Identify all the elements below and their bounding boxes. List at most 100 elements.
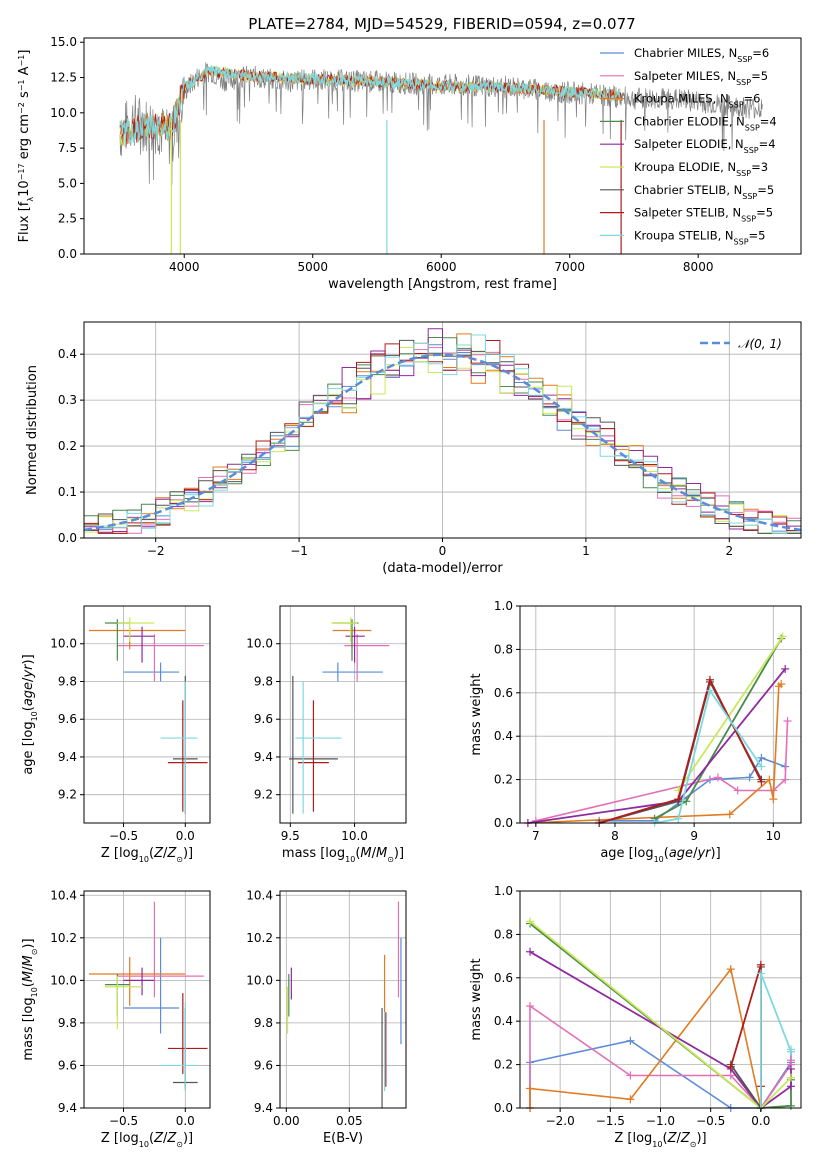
- y-tick-label: 0.0: [494, 1101, 513, 1115]
- histogram-plot-area: [84, 328, 801, 538]
- legend-label: Kroupa MILES, NSSP=6: [634, 92, 760, 110]
- y-tick-label: 0.6: [494, 971, 513, 985]
- legend-label: Chabrier ELODIE, NSSP=4: [634, 114, 777, 131]
- y-tick-label: 0.2: [58, 439, 77, 453]
- age-vs-mass-panel: 9.5 10.0 9.2 9.4 9.6 9.8 10.0 mass [log10(M/M⊙)…: [246, 605, 407, 864]
- y-tick-label: 0.4: [494, 1014, 513, 1028]
- x-tick-label: −1.0: [646, 1114, 675, 1128]
- x-tick-label: −0.5: [696, 1114, 725, 1128]
- chart-panels: 4000 5000 6000 7000 80000.02.55.07.510.012.5…: [17, 35, 802, 1149]
- y-axis-label: Flux [fλ10−17 erg cm−2 s−1 A−1]: [17, 50, 35, 243]
- y-axis-label: mass weight: [469, 958, 484, 1040]
- axes-frame: [83, 605, 211, 824]
- axes-frame: [83, 37, 802, 255]
- y-tick-label: 10.2: [50, 931, 77, 945]
- y-tick-label: 12.5: [50, 71, 77, 85]
- y-tick-label: 0.6: [494, 686, 513, 700]
- y-axis-label: Normed distribution: [25, 365, 40, 495]
- x-tick-label: 9: [690, 829, 698, 843]
- y-tick-label: 10.0: [50, 973, 77, 987]
- y-tick-label: 9.2: [254, 788, 273, 802]
- mass-vs-z-panel: −0.5 0.0 9.4 9.6 9.8 10.0 10.2 10.4 Z [log10(Z/Z…: [21, 888, 211, 1149]
- gaussian-curve: [84, 353, 801, 532]
- spectrum-plot-area: [119, 62, 763, 254]
- x-tick-label: −1: [290, 544, 308, 558]
- residuals-panel: −2 −1 0 1 2 0.0 0.1 0.2 0.3 0.4 (data-model)/error…: [25, 321, 802, 576]
- y-tick-label: 9.8: [58, 1016, 77, 1030]
- x-axis-label: age [log10(age/yr)]: [600, 846, 720, 864]
- legend-label: Salpeter MILES, NSSP=5: [634, 69, 768, 87]
- y-tick-label: 10.4: [50, 888, 77, 902]
- x-tick-label: 4000: [169, 260, 200, 274]
- spectrum-legend: Chabrier MILES, NSSP=6 Salpeter MILES, NS…: [600, 46, 777, 246]
- y-tick-label: 9.8: [254, 674, 273, 688]
- y-tick-label: 9.6: [58, 712, 77, 726]
- x-tick-label: −0.5: [109, 829, 138, 843]
- y-tick-label: 9.6: [254, 712, 273, 726]
- y-tick-label: 9.8: [58, 674, 77, 688]
- y-tick-label: 9.4: [58, 1101, 77, 1115]
- legend-label: 𝒩(0, 1): [738, 337, 782, 351]
- y-tick-label: 10.0: [50, 637, 77, 651]
- legend-label: Chabrier STELIB, NSSP=5: [634, 183, 774, 201]
- y-axis-label: mass [log10(M/M⊙)]: [21, 938, 39, 1060]
- weight-vs-age-panel: 7 8 9 10 0.0 0.2 0.4 0.6 0.8 1.0 age [log10(age/yr…: [469, 599, 802, 864]
- y-tick-label: 0.8: [494, 642, 513, 656]
- x-axis-label: Z [log10(Z/Z⊙)]: [101, 846, 193, 864]
- x-tick-label: 10.0: [341, 829, 368, 843]
- axes-frame: [279, 605, 407, 824]
- y-tick-label: 7.5: [58, 141, 77, 155]
- legend-label: Chabrier MILES, NSSP=6: [634, 46, 769, 64]
- axes-frame: [279, 890, 407, 1109]
- x-tick-label: 0.0: [176, 829, 195, 843]
- x-tick-label: 8000: [683, 260, 714, 274]
- y-tick-label: 9.4: [58, 750, 77, 764]
- x-axis-label: mass [log10(M/M⊙)]: [282, 846, 404, 864]
- y-tick-label: 10.0: [246, 973, 273, 987]
- x-tick-label: 6000: [426, 260, 457, 274]
- y-tick-label: 0.1: [58, 485, 77, 499]
- x-axis-label: Z [log10(Z/Z⊙)]: [614, 1131, 706, 1149]
- model-line: [119, 65, 622, 147]
- mass-vs-ebv-panel: 0.00 0.05 9.4 9.6 9.8 10.0 10.2 10.4 E(B-V): [246, 888, 407, 1146]
- x-tick-label: 9.5: [281, 829, 300, 843]
- x-tick-label: 10: [766, 829, 781, 843]
- x-tick-label: 7000: [554, 260, 585, 274]
- y-tick-label: 10.2: [246, 931, 273, 945]
- spectrum-panel: 4000 5000 6000 7000 8000 0.0 2.5 5.0 7.5 10.0 12.5…: [17, 35, 802, 292]
- y-tick-label: 10.0: [50, 106, 77, 120]
- y-tick-label: 0.2: [494, 1058, 513, 1072]
- axes-frame: [83, 890, 211, 1109]
- y-tick-label: 9.6: [254, 1058, 273, 1072]
- histogram-step: [84, 334, 801, 538]
- x-tick-label: 7: [532, 829, 540, 843]
- model-line: [119, 66, 622, 147]
- y-tick-label: 9.8: [254, 1016, 273, 1030]
- x-tick-label: 0.0: [176, 1114, 195, 1128]
- x-tick-label: −2.0: [546, 1114, 575, 1128]
- legend-label: Salpeter ELODIE, NSSP=4: [634, 137, 776, 155]
- x-tick-label: −0.5: [109, 1114, 138, 1128]
- x-tick-label: 8: [611, 829, 619, 843]
- x-tick-label: 5000: [297, 260, 328, 274]
- x-axis-label: wavelength [Angstrom, rest frame]: [328, 277, 557, 292]
- x-tick-label: −1.5: [596, 1114, 625, 1128]
- y-tick-label: 0.2: [494, 773, 513, 787]
- legend-label: Salpeter STELIB, NSSP=5: [634, 206, 773, 224]
- series-line: [599, 756, 786, 822]
- y-axis-label: age [log10(age/yr)]: [21, 654, 39, 774]
- y-tick-label: 1.0: [494, 884, 513, 898]
- figure-title: PLATE=2784, MJD=54529, FIBERID=0594, z=0…: [248, 15, 635, 33]
- series-line: [677, 635, 784, 792]
- x-tick-label: 0: [439, 544, 447, 558]
- x-axis-label: Z [log10(Z/Z⊙)]: [101, 1131, 193, 1149]
- y-tick-label: 0.4: [58, 347, 77, 361]
- y-tick-label: 2.5: [58, 212, 77, 226]
- x-tick-label: 0.00: [273, 1114, 300, 1128]
- y-tick-label: 0.8: [494, 927, 513, 941]
- y-tick-label: 0.3: [58, 393, 77, 407]
- y-tick-label: 0.0: [58, 247, 77, 261]
- x-tick-label: 2: [725, 544, 733, 558]
